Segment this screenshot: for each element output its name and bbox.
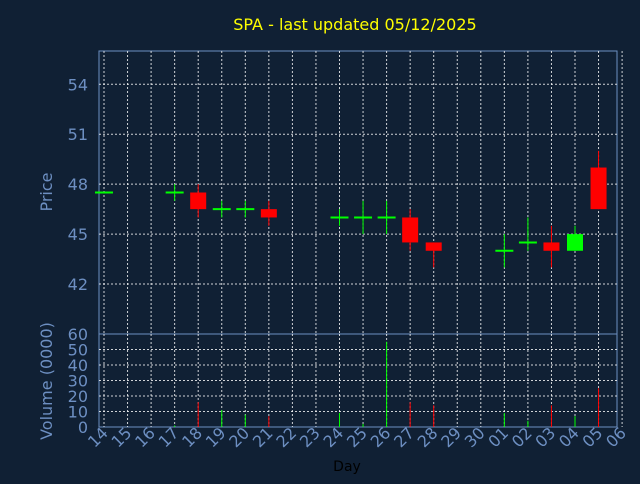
price-tick-label: 54 — [68, 75, 88, 94]
volume-tick-label: 50 — [68, 341, 88, 360]
volume-tick-label: 60 — [68, 325, 88, 344]
price-y-ticks: 42 45 48 51 54 — [68, 75, 88, 294]
price-tick-label: 48 — [68, 175, 88, 194]
candle-body — [260, 209, 277, 218]
candle-body — [402, 217, 419, 243]
volume-bars — [174, 341, 600, 427]
chart-title: SPA - last updated 05/12/2025 — [233, 15, 476, 34]
candles — [95, 150, 607, 268]
price-panel: 42 45 48 51 54 Price — [37, 50, 623, 335]
price-plot-area — [98, 50, 618, 335]
candle-body — [567, 234, 583, 251]
candle-body — [543, 242, 560, 251]
price-axis-label: Price — [37, 172, 56, 211]
candle-body — [190, 192, 207, 210]
volume-tick-label: 10 — [68, 403, 88, 422]
price-tick-label: 51 — [68, 125, 88, 144]
candle-body — [425, 242, 442, 251]
volume-tick-label: 0 — [78, 418, 88, 437]
volume-axis-label: Volume (0000) — [37, 322, 56, 440]
volume-tick-label: 20 — [68, 387, 88, 406]
price-tick-label: 45 — [68, 225, 88, 244]
volume-tick-label: 40 — [68, 356, 88, 375]
x-axis-ticks: 1415161718192021222324252627282930010203… — [84, 423, 630, 451]
volume-tick-label: 30 — [68, 372, 88, 391]
x-tick-label: 06 — [602, 423, 630, 451]
candle-body — [590, 167, 607, 210]
price-tick-label: 42 — [68, 275, 88, 294]
x-axis-label: Day — [333, 459, 361, 475]
